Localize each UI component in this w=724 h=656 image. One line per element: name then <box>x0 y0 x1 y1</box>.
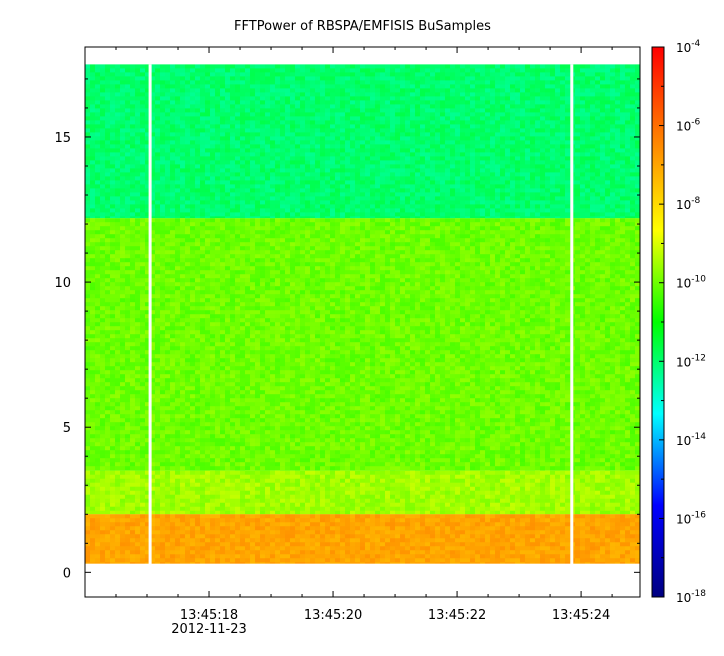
colorbar-tick-label: 10-4 <box>676 39 701 55</box>
y-axis: 0 5 10 15 <box>54 78 640 581</box>
power-texture-1 <box>85 218 640 471</box>
power-texture-3 <box>85 514 640 564</box>
plot-frame <box>84 46 641 598</box>
x-tick-label: 13:45:24 <box>552 608 610 623</box>
power-texture-2 <box>85 470 640 515</box>
spectrogram-area <box>85 64 640 573</box>
data-gap-1 <box>570 64 574 573</box>
x-tick-label: 13:45:18 <box>180 608 238 623</box>
colorbar-tick-label: 10-16 <box>676 510 706 526</box>
colorbar-tick-label: 10-18 <box>676 589 706 605</box>
y-tick-label: 5 <box>63 421 71 436</box>
y-tick-label: 10 <box>54 276 71 291</box>
x-axis: 13:45:18 13:45:20 13:45:22 13:45:24 <box>115 47 613 623</box>
colorbar-tick-label: 10-12 <box>676 353 706 369</box>
y-tick-label: 0 <box>63 566 71 581</box>
colorbar-axis: 10-4 10-6 10-8 10-10 10-12 10-14 10-16 10-18 <box>659 39 706 605</box>
colorbar-tick-label: 10-8 <box>676 196 701 212</box>
chart-title: FFTPower of RBSPA/EMFISIS BuSamples <box>234 19 491 34</box>
colorbar-tick-label: 10-14 <box>676 432 706 448</box>
power-texture-0 <box>85 64 640 219</box>
colorbar-tick-label: 10-10 <box>676 275 706 291</box>
y-tick-label: 15 <box>54 131 71 146</box>
colorbar-tick-label: 10-6 <box>676 118 701 134</box>
x-axis-date-label: 2012-11-23 <box>171 622 247 637</box>
data-gap-0 <box>148 64 152 573</box>
x-tick-label: 13:45:20 <box>304 608 362 623</box>
x-tick-label: 13:45:22 <box>428 608 486 623</box>
